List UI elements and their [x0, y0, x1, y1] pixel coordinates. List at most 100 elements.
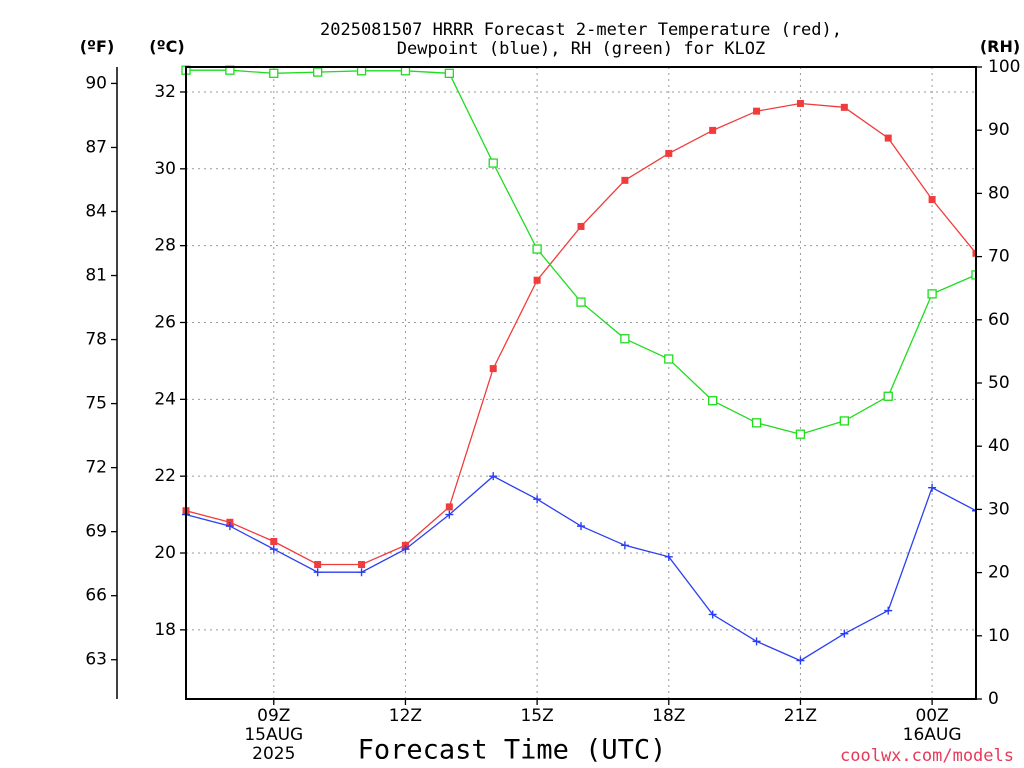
credit-link[interactable]: coolwx.com/models [840, 746, 1014, 766]
dewpoint-point [445, 510, 454, 519]
rh-point [839, 416, 849, 426]
x-tick-label: 18Z [652, 706, 685, 726]
temperature-point [709, 126, 717, 134]
dewpoint-point [796, 656, 805, 665]
fahrenheit-tick-label: 72 [85, 458, 107, 478]
temperature-point [665, 149, 673, 157]
x-axis-title: Forecast Time (UTC) [358, 735, 667, 766]
celsius-tick-label: 30 [154, 159, 176, 179]
rh-point [444, 68, 454, 78]
x-tick-label: 15Z [520, 706, 553, 726]
rh-tick-label: 30 [988, 499, 1010, 519]
dewpoint-point [533, 495, 542, 504]
rh-point [708, 396, 718, 406]
rh-tick-label: 50 [988, 373, 1010, 393]
temperature-point [972, 249, 976, 257]
fahrenheit-tick-label: 78 [85, 330, 107, 350]
dewpoint-point [269, 545, 278, 554]
rh-point [576, 297, 586, 307]
rh-point [971, 270, 976, 280]
temperature-point [753, 107, 761, 115]
rh-tick-label: 70 [988, 247, 1010, 267]
dewpoint-point [577, 522, 585, 531]
temperature-point [840, 103, 848, 111]
fahrenheit-tick-label: 81 [85, 266, 107, 286]
rh-tick-label: 100 [988, 57, 1020, 77]
celsius-axis-label: (ºC) [149, 37, 184, 56]
rh-point [532, 244, 542, 254]
fahrenheit-tick-label: 69 [85, 522, 107, 542]
celsius-tick-label: 26 [154, 312, 176, 332]
rh-tick-label: 40 [988, 436, 1010, 456]
dewpoint-point [884, 606, 893, 615]
dewpoint-point [357, 568, 366, 577]
rh-axis-label: (RH) [980, 37, 1020, 56]
dewpoint-line [185, 475, 976, 662]
rh-point [269, 68, 279, 78]
chart-title-line-2: Dewpoint (blue), RH (green) for KLOZ [397, 39, 765, 59]
x-tick-label: 21Z [784, 706, 817, 726]
celsius-tick-label: 20 [154, 543, 176, 563]
rh-point [751, 418, 762, 428]
fahrenheit-tick-label: 84 [85, 201, 107, 221]
rh-tick-label: 80 [988, 183, 1010, 203]
temperature-point [445, 503, 453, 511]
axes: 18 20 22 24 26 28 30 32 63 66 69 72 75 78 81 84 87 90 0 10 2… [85, 57, 1020, 764]
dewpoint-point [664, 552, 673, 561]
celsius-tick-label: 22 [154, 466, 176, 486]
fahrenheit-tick-label: 90 [85, 73, 107, 93]
rh-point [883, 391, 893, 401]
celsius-tick-label: 32 [154, 82, 176, 102]
dewpoint-point [313, 568, 322, 577]
temperature-point [533, 276, 541, 284]
fahrenheit-axis-label: (ºF) [80, 37, 115, 56]
celsius-tick-label: 18 [154, 620, 176, 640]
temperature-point [928, 196, 936, 204]
fahrenheit-tick-label: 63 [85, 650, 107, 670]
fahrenheit-tick-label: 75 [85, 394, 107, 414]
dewpoint-point [225, 522, 234, 531]
fahrenheit-tick-label: 87 [85, 137, 107, 157]
dewpoint-point [972, 506, 976, 515]
temperature-point [621, 176, 629, 184]
rh-tick-label: 90 [988, 120, 1010, 140]
rh-tick-label: 20 [988, 563, 1010, 583]
chart-title-line-1: 2025081507 HRRR Forecast 2-meter Tempera… [320, 20, 842, 40]
celsius-tick-label: 24 [154, 389, 176, 409]
rh-point [664, 354, 674, 364]
rh-point [927, 289, 937, 299]
rh-tick-label: 10 [988, 626, 1010, 646]
dewpoint-point [708, 610, 717, 619]
x-tick-year-label: 2025 [252, 744, 295, 764]
dewpoint-point [401, 545, 410, 554]
dewpoint-point [840, 629, 849, 638]
temperature-point [884, 134, 892, 142]
rh-point [313, 67, 323, 77]
rh-point [795, 429, 806, 439]
temperature-point [796, 99, 804, 107]
dewpoint-point [489, 472, 498, 481]
temperature-point [358, 561, 366, 569]
rh-tick-label: 0 [988, 689, 999, 709]
x-tick-date-label: 16AUG [903, 725, 962, 745]
rh-point [620, 334, 630, 344]
x-tick-label: 12Z [389, 706, 422, 726]
x-tick-date-label: 15AUG [244, 725, 303, 745]
dewpoint-point [928, 483, 937, 492]
fahrenheit-tick-label: 66 [85, 586, 107, 606]
data-series [181, 65, 976, 665]
temperature-line [185, 102, 976, 566]
dewpoint-point [620, 541, 629, 550]
temperature-point [489, 365, 497, 373]
dewpoint-point [752, 637, 761, 646]
plot-frame [185, 66, 977, 700]
x-tick-label: 00Z [915, 706, 948, 726]
rh-line [186, 69, 976, 435]
grid-lines [186, 67, 976, 699]
celsius-tick-label: 28 [154, 236, 176, 256]
rh-tick-label: 60 [988, 310, 1010, 330]
temperature-point [577, 222, 585, 230]
rh-point [488, 158, 498, 168]
temperature-point [314, 561, 322, 569]
